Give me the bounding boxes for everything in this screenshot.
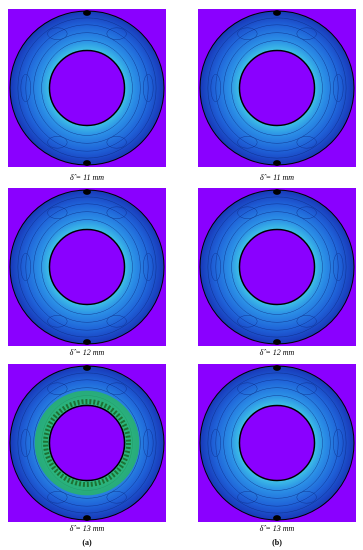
caption: δ̂ = 11 mm <box>260 173 294 182</box>
caption: δ̂ = 12 mm <box>260 348 295 357</box>
contour-plot <box>8 364 166 522</box>
contour-plot <box>198 187 356 347</box>
contour-plot <box>198 8 356 168</box>
caption: δ̂ = 13 mm <box>70 524 105 533</box>
contour-plot <box>8 187 166 347</box>
caption: δ̂ = 13 mm <box>260 524 295 533</box>
contour-plot <box>198 363 356 523</box>
column-label: (a) <box>82 538 92 547</box>
column-label: (b) <box>272 538 282 547</box>
caption: δ̂ = 12 mm <box>70 348 105 357</box>
caption: δ̂ = 11 mm <box>70 173 104 182</box>
contour-plot <box>8 8 166 168</box>
